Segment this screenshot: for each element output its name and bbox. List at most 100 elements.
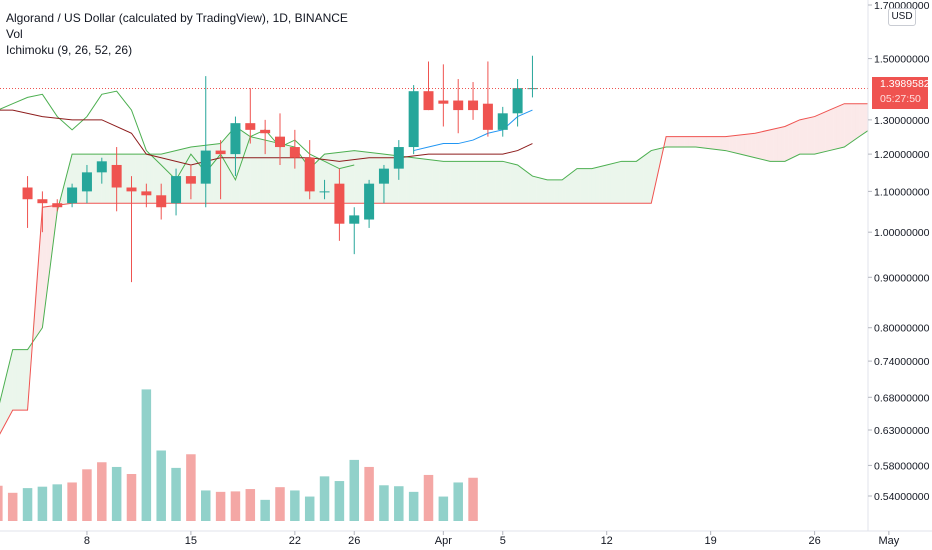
cloud-segment <box>417 158 422 204</box>
volume-bar <box>260 499 270 521</box>
volume-bar <box>423 474 434 521</box>
cloud-segment <box>747 133 752 157</box>
cloud-segment <box>799 119 804 155</box>
cloud-segment <box>38 207 43 334</box>
cloud-segment <box>317 157 321 204</box>
candle-body <box>468 100 479 111</box>
cloud-segment <box>287 145 292 204</box>
volume-bar <box>52 484 62 521</box>
volume-bar <box>22 488 33 521</box>
candle-body <box>126 187 137 192</box>
candle-body <box>319 191 330 193</box>
cloud-segment <box>291 146 295 204</box>
cloud-segment <box>777 127 782 162</box>
cloud-segment <box>732 135 737 154</box>
cloud-segment <box>588 168 592 204</box>
cloud-segment <box>714 136 719 150</box>
volume-bar <box>111 466 122 521</box>
volume-bar <box>349 459 359 521</box>
time-tick-label: Apr <box>435 535 452 547</box>
cloud-segment <box>376 153 381 204</box>
cloud-segment <box>606 164 611 204</box>
cloud-segment <box>413 157 418 204</box>
time-tick-label: 26 <box>348 535 360 547</box>
volume-indicator-label[interactable]: Vol <box>6 27 23 41</box>
cloud-segment <box>692 136 696 148</box>
cloud-segment <box>744 134 748 156</box>
last-price-value: 1.39895828 <box>880 78 932 90</box>
cloud-segment <box>257 138 262 204</box>
cloud-segment <box>822 111 826 153</box>
cloud-segment <box>628 161 633 204</box>
cloud-segment <box>558 179 563 204</box>
cloud-segment <box>636 158 641 204</box>
cloud-segment <box>421 158 425 204</box>
cloud-segment <box>703 136 707 149</box>
cloud-segment <box>283 144 288 204</box>
cloud-segment <box>324 153 329 204</box>
volume-bar <box>141 389 152 521</box>
cloud-segment <box>142 154 147 204</box>
candle-body <box>512 88 523 114</box>
volume-bar <box>126 474 137 521</box>
volume-bar <box>275 487 285 521</box>
cloud-segment <box>484 161 488 204</box>
time-tick-label: 15 <box>185 535 197 547</box>
price-tick-label: 0.90000000 <box>874 272 930 284</box>
cloud-segment <box>8 349 13 417</box>
cloud-segment <box>740 134 745 156</box>
candle-body <box>200 150 211 184</box>
volume-bar <box>468 477 478 521</box>
cloud-segment <box>135 154 139 204</box>
currency-button[interactable]: USD <box>888 8 916 26</box>
candle-body <box>22 187 33 200</box>
cloud-segment <box>595 166 600 204</box>
candle-body <box>393 147 404 169</box>
cloud-segment <box>602 164 607 204</box>
candle-body <box>453 100 464 111</box>
candle-body <box>304 157 315 192</box>
cloud-segment <box>250 136 255 204</box>
cloud-segment <box>268 140 273 204</box>
cloud-segment <box>298 152 303 204</box>
cloud-segment <box>261 139 266 204</box>
cloud-segment <box>699 136 704 148</box>
cloud-segment <box>755 132 759 159</box>
symbol-title[interactable]: Algorand / US Dollar (calculated by Trad… <box>6 11 348 25</box>
candle-body <box>141 191 152 196</box>
volume-bar <box>245 489 256 521</box>
cloud-segment <box>721 136 726 151</box>
cloud-segment <box>539 177 544 204</box>
cloud-segment <box>643 153 648 204</box>
cloud-segment <box>554 179 559 204</box>
cloud-segment <box>840 103 845 148</box>
candle-body <box>230 123 241 155</box>
cloud-segment <box>447 161 451 204</box>
cloud-segment <box>31 296 35 350</box>
cloud-segment <box>461 161 466 204</box>
cloud-segment <box>580 168 585 204</box>
cloud-segment <box>614 162 618 204</box>
cloud-segment <box>610 163 615 204</box>
cloud-segment <box>836 105 841 149</box>
cloud-segment <box>773 128 778 162</box>
cloud-segment <box>569 171 574 204</box>
volume-bar <box>67 482 77 521</box>
cloud-segment <box>476 161 481 204</box>
cloud-segment <box>164 152 169 204</box>
cloud-segment <box>469 161 474 204</box>
cloud-segment <box>294 147 299 204</box>
volume-bar <box>394 486 404 521</box>
cloud-segment <box>473 161 477 204</box>
cloud-segment <box>528 173 533 204</box>
candle-body <box>527 88 538 90</box>
cloud-segment <box>480 161 485 204</box>
volume-bar <box>37 486 48 521</box>
cloud-segment <box>495 161 500 204</box>
cloud-segment <box>346 151 351 204</box>
cloud-segment <box>640 155 644 204</box>
volume-bar <box>408 491 419 521</box>
cloud-segment <box>591 167 596 204</box>
ichimoku-indicator-label[interactable]: Ichimoku (9, 26, 52, 26) <box>6 43 133 57</box>
